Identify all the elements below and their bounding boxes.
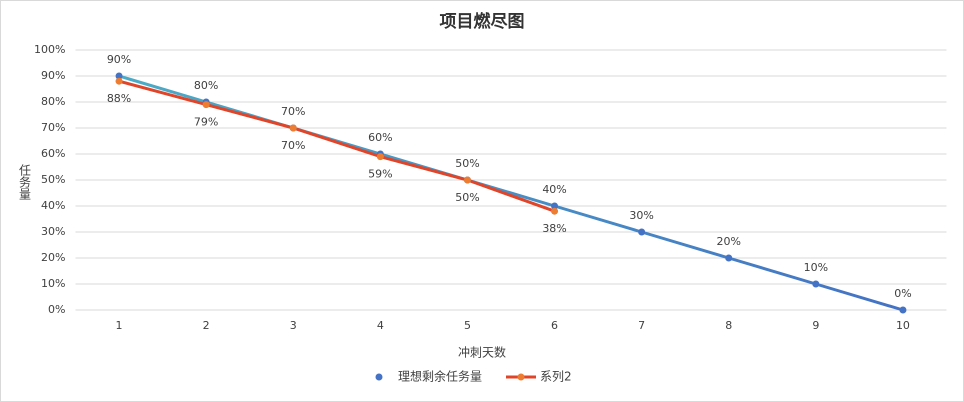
data-label: 70% — [281, 105, 305, 118]
data-label: 0% — [894, 287, 911, 300]
data-label: 10% — [804, 261, 828, 274]
data-point — [115, 72, 123, 80]
y-tick-label: 20% — [41, 251, 65, 264]
data-point — [812, 280, 820, 288]
y-tick-label: 40% — [41, 199, 65, 212]
y-tick-label: 10% — [41, 277, 65, 290]
data-point — [115, 77, 123, 85]
data-point — [289, 124, 297, 132]
y-tick-label: 80% — [41, 95, 65, 108]
x-tick-label: 10 — [896, 319, 910, 332]
data-point — [551, 207, 559, 215]
x-axis-label: 冲刺天数 — [458, 345, 506, 360]
series-line — [118, 79, 556, 213]
data-label: 20% — [717, 235, 741, 248]
x-tick-label: 6 — [551, 319, 558, 332]
y-axis-label: 任务量 — [18, 164, 32, 200]
y-tick-label: 30% — [41, 225, 65, 238]
y-tick-label: 60% — [41, 147, 65, 160]
data-point — [725, 254, 733, 262]
data-label: 59% — [368, 168, 392, 181]
data-point — [551, 202, 559, 210]
data-label: 50% — [455, 191, 479, 204]
legend-label: 系列2 — [540, 370, 572, 384]
data-label: 90% — [107, 53, 131, 66]
data-label: 40% — [542, 183, 566, 196]
x-tick-label: 1 — [116, 319, 123, 332]
data-label: 88% — [107, 92, 131, 105]
y-tick-label: 100% — [34, 43, 65, 56]
x-tick-label: 4 — [377, 319, 384, 332]
legend-marker — [375, 373, 383, 381]
y-tick-label: 50% — [41, 173, 65, 186]
data-label: 30% — [629, 209, 653, 222]
legend-label: 理想剩余任务量 — [398, 369, 482, 384]
data-label: 79% — [194, 116, 218, 129]
data-label: 50% — [455, 157, 479, 170]
data-label: 60% — [368, 131, 392, 144]
x-tick-label: 2 — [203, 319, 210, 332]
data-point — [376, 153, 384, 161]
legend-marker — [517, 373, 525, 381]
data-point — [899, 306, 907, 314]
y-tick-label: 90% — [41, 69, 65, 82]
data-point — [202, 101, 210, 109]
data-point — [638, 228, 646, 236]
data-label: 38% — [542, 222, 566, 235]
x-tick-label: 3 — [290, 319, 297, 332]
y-tick-label: 70% — [41, 121, 65, 134]
data-point — [463, 176, 471, 184]
x-tick-label: 8 — [725, 319, 732, 332]
x-tick-label: 5 — [464, 319, 471, 332]
chart-title: 项目燃尽图 — [440, 11, 525, 32]
data-label: 80% — [194, 79, 218, 92]
x-tick-label: 7 — [638, 319, 645, 332]
x-tick-label: 9 — [812, 319, 819, 332]
data-label: 70% — [281, 139, 305, 152]
y-tick-label: 0% — [48, 303, 65, 316]
